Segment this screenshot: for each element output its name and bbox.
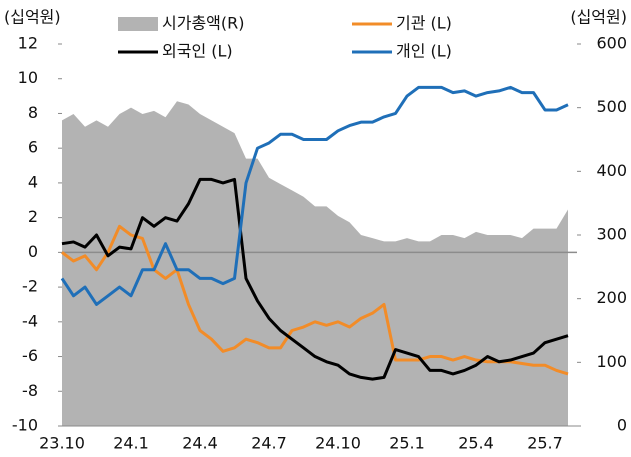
y-tick-label: 2 <box>28 207 38 226</box>
line <box>60 85 569 306</box>
x-tick-label: 24.10 <box>315 434 361 453</box>
x-tick-label: 25.1 <box>389 434 425 453</box>
y2-tick-label: 100 <box>596 352 627 371</box>
y-tick-label: 0 <box>28 242 38 261</box>
y2-axis-label: (십억원) <box>570 8 627 27</box>
line <box>61 177 569 381</box>
y2-tick-label: 200 <box>596 288 627 307</box>
x-tick-label: 25.4 <box>458 434 494 453</box>
y2-tick-label: 500 <box>596 97 627 116</box>
x-tick-label: 24.7 <box>251 434 287 453</box>
x-tick-label: 24.4 <box>182 434 218 453</box>
y-tick-label: 8 <box>28 103 38 122</box>
y-tick-label: -4 <box>22 311 38 330</box>
y-tick-label: 12 <box>18 34 38 53</box>
legend-label: 개인 (L) <box>396 42 452 61</box>
y-tick-label: -6 <box>22 346 38 365</box>
y-axis-label: (십억원) <box>4 8 61 27</box>
y-tick-label: 6 <box>28 138 38 157</box>
y-tick-label: -2 <box>22 277 38 296</box>
legend-label: 외국인 (L) <box>162 42 233 61</box>
y2-tick-label: 0 <box>617 416 627 435</box>
y2-tick-label: 300 <box>596 225 627 244</box>
y-tick-label: -10 <box>12 416 38 435</box>
y-tick-label: 4 <box>28 172 38 191</box>
y2-tick-label: 600 <box>596 34 627 53</box>
legend-label: 기관 (L) <box>396 14 452 33</box>
area <box>62 101 568 427</box>
y-tick-label: -8 <box>22 381 38 400</box>
x-tick-label: 25.7 <box>527 434 563 453</box>
y2-tick-label: 400 <box>596 161 627 180</box>
legend-swatch <box>118 17 158 31</box>
legend-label: 시가총액(R) <box>162 14 244 33</box>
x-tick-label: 24.1 <box>113 434 149 453</box>
x-tick-label: 23.10 <box>39 434 85 453</box>
y-tick-label: 10 <box>18 68 38 87</box>
